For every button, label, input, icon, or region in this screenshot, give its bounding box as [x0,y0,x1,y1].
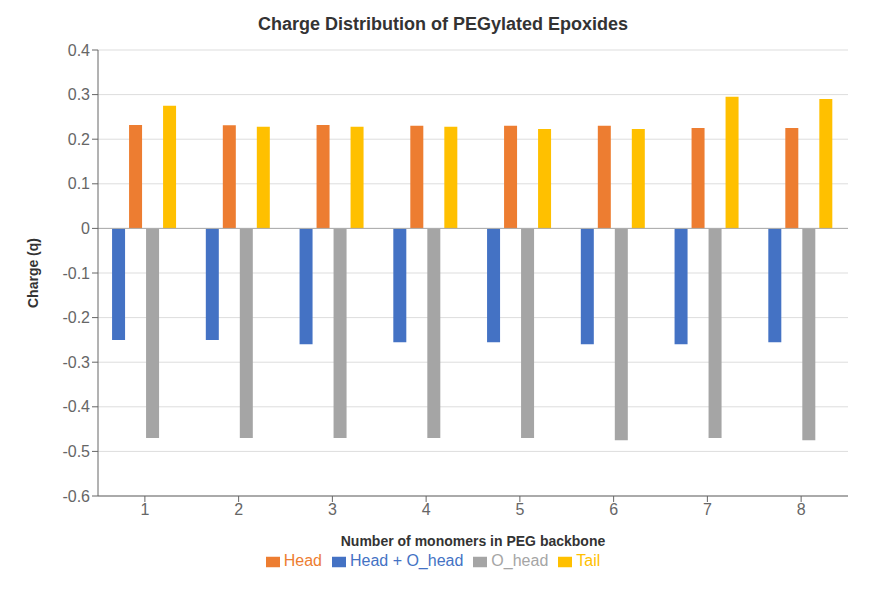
svg-text:-0.2: -0.2 [62,309,90,326]
html-text:Tail: Tail [576,552,601,569]
svg-text:0.2: 0.2 [68,131,90,148]
svg-text:6: 6 [609,501,618,518]
svg-text:0.3: 0.3 [68,86,90,103]
svg-text:3: 3 [328,501,337,518]
svg-text:-0.6: -0.6 [62,488,90,505]
svg-text:1: 1 [140,501,149,518]
svg-text:-0.3: -0.3 [62,354,90,371]
html-text:Head: Head [283,552,322,569]
svg-text:4: 4 [422,501,431,518]
svg-text:Number of monomers in PEG back: Number of monomers in PEG backbone [341,533,606,549]
svg-text:Charge (q): Charge (q) [25,238,41,308]
svg-text:-0.1: -0.1 [62,265,90,282]
svg-text:0.4: 0.4 [68,42,90,59]
svg-text:5: 5 [515,501,524,518]
svg-text:0: 0 [81,220,90,237]
svg-text:-0.5: -0.5 [62,443,90,460]
svg-text:0.1: 0.1 [68,175,90,192]
svg-text:2: 2 [234,501,243,518]
html-text:O_head: O_head [491,552,549,569]
svg-text:-0.4: -0.4 [62,398,90,415]
svg-text:7: 7 [703,501,712,518]
svg-text:8: 8 [797,501,806,518]
html-text:Head + O_head: Head + O_head [349,552,464,569]
html-text:Charge Distribution of PEGylat: Charge Distribution of PEGylated Epoxide… [258,14,628,34]
